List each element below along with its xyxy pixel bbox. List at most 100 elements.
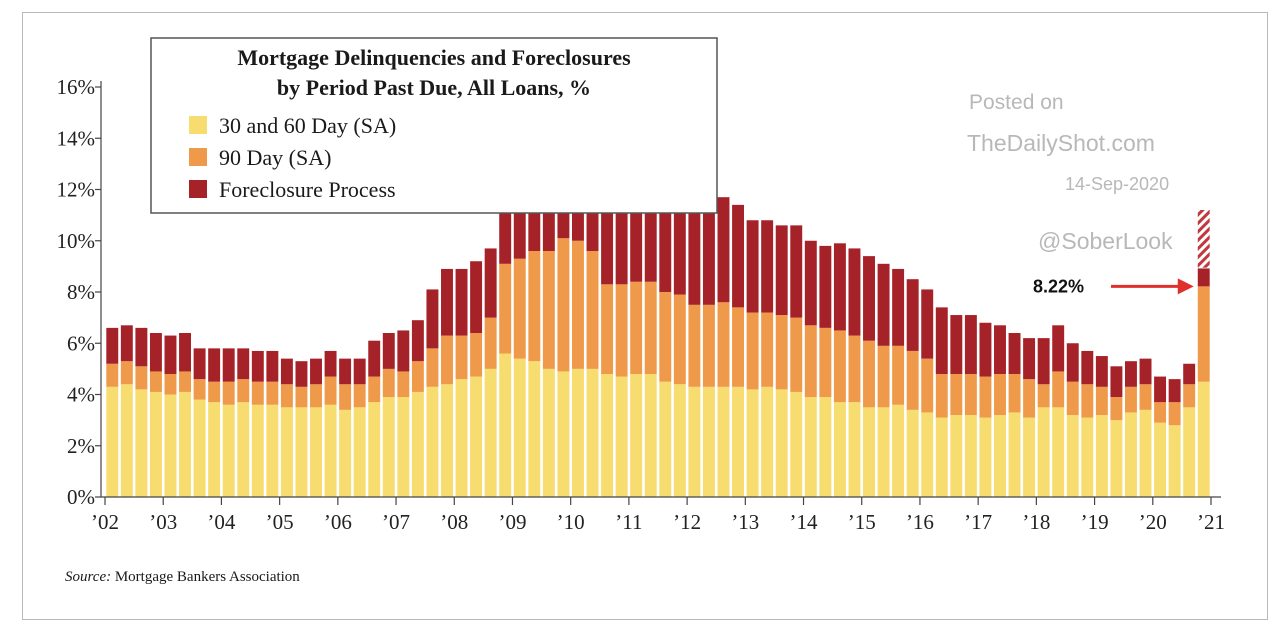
bar-90-day [732,307,745,387]
bar-30-60-day [688,386,701,497]
bar-30-60-day [193,399,206,497]
bar-30-60-day [1168,425,1181,497]
bar-30-60-day [557,371,570,497]
bar-90-day [353,384,366,408]
bar-foreclosure [455,268,468,336]
bar-30-60-day [528,361,541,497]
bar-90-day [266,381,279,405]
bar-30-60-day [106,386,119,497]
bar-30-60-day [732,386,745,497]
legend-swatch-90-day [189,148,207,166]
bar-foreclosure [251,350,264,382]
x-tick-label: ’14 [790,510,818,534]
y-axis: 0% 2% 4% 6% 8% 10% 12% 14% 16% [57,75,102,509]
bar-90-day [120,361,133,385]
bar-30-60-day [251,404,264,497]
source-note: Source: Mortgage Bankers Association [65,569,300,585]
bar-30-60-day [295,407,308,497]
bar-foreclosure [790,225,803,318]
bar-90-day [339,384,352,410]
bar-foreclosure [266,350,279,382]
bar-90-day [702,304,715,387]
legend-swatch-foreclosure [189,180,207,198]
x-tick-label: ’09 [498,510,526,534]
bar-foreclosure [1124,361,1137,387]
bar-foreclosure [120,325,133,362]
bar-30-60-day [906,409,919,497]
chart-subtitle: by Period Past Due, All Loans, % [277,75,591,100]
x-tick-label: ’07 [382,510,410,534]
bar-90-day [149,371,162,392]
bar-foreclosure [324,350,337,377]
bar-90-day [950,374,963,415]
bar-90-day [179,371,192,392]
bar-foreclosure [804,240,817,326]
bar-30-60-day [513,358,526,497]
bar-30-60-day [1124,412,1137,497]
watermark: Posted on TheDailyShot.com 14-Sep-2020 @… [967,91,1173,254]
bar-foreclosure [135,327,148,367]
bar-30-60-day [790,391,803,497]
y-tick-label: 10% [57,229,96,253]
bar-90-day [746,312,759,390]
bar-30-60-day [804,397,817,497]
source-label: Source: [65,569,111,585]
bar-foreclosure [411,320,424,362]
bar-90-day [1124,386,1137,413]
bar-foreclosure [935,307,948,374]
bar-foreclosure [717,197,730,303]
bar-90-day [251,381,264,405]
bar-90-day [411,361,424,392]
y-tick-label: 0% [67,485,95,509]
y-tick-label: 8% [67,280,95,304]
bar-30-60-day [324,404,337,497]
bar-30-60-day [833,402,846,497]
bar-foreclosure [688,197,701,305]
bar-30-60-day [964,415,977,497]
bar-90-day [106,363,119,387]
bar-90-day [368,376,381,403]
bar-30-60-day [222,404,235,497]
bar-90-day [761,312,774,387]
bar-30-60-day [702,386,715,497]
bar-foreclosure [761,220,774,313]
bar-foreclosure [222,348,235,382]
bar-90-day [135,366,148,390]
bar-foreclosure [601,161,614,285]
legend: Mortgage Delinquencies and Foreclosures … [150,37,718,214]
x-tick-label: ’04 [207,510,235,534]
bar-foreclosure [237,348,250,380]
bar-90-day [863,340,875,408]
x-tick-label: ’10 [557,510,585,534]
bar-30-60-day [1197,381,1210,497]
x-tick-label: ’03 [149,510,177,534]
bar-90-day [717,302,730,387]
bar-foreclosure [630,166,643,282]
bar-foreclosure [1139,358,1152,385]
legend-swatch-30-60-day [189,116,207,134]
bar-30-60-day [542,368,555,497]
bar-foreclosure [819,245,832,328]
bar-90-day [295,386,308,408]
bar-30-60-day [353,407,366,497]
bar-foreclosure [106,327,119,364]
bar-30-60-day [1023,417,1036,497]
bar-foreclosure [193,348,206,380]
bar-90-day [775,315,788,390]
bar-foreclosure [470,261,483,333]
bar-foreclosure [877,263,890,346]
bar-30-60-day [717,386,730,497]
bar-90-day [1008,374,1021,413]
bar-foreclosure [295,361,308,387]
bar-30-60-day [659,381,672,497]
bar-90-day [1052,371,1065,408]
bar-30-60-day [673,384,686,497]
bar-90-day [906,350,919,410]
bar-90-day [688,304,701,387]
annotation: 8.22% [1033,276,1194,296]
x-tick-label: ’21 [1197,510,1225,534]
bar-90-day [1023,379,1036,418]
source-text: Mortgage Bankers Association [111,569,300,585]
bar-30-60-day [1081,417,1094,497]
bar-foreclosure [280,358,293,385]
